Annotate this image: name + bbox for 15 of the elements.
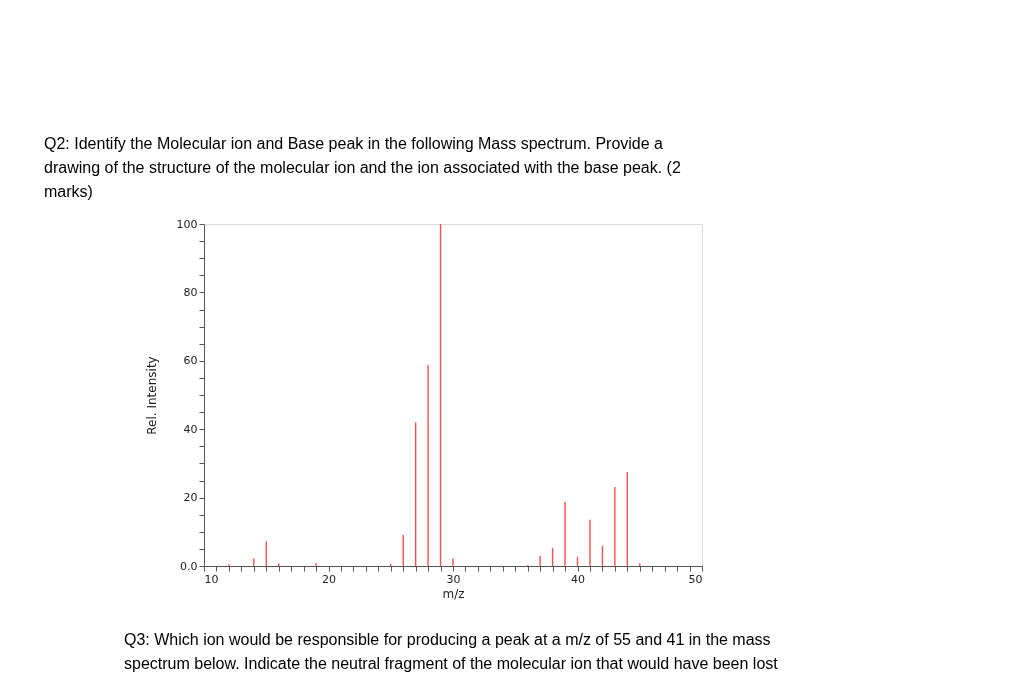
y-tick-label: 0.0	[180, 559, 198, 573]
text: Q3: Which ion would be responsible for producing a peak at a m/z of 55 and 41 in the mass spectrum below. Indicate the neutral fragment of the molecular ion that would have been lost	[124, 631, 779, 672]
y-tick-label: 20	[183, 491, 198, 505]
y-tick-label: 60	[183, 354, 198, 368]
x-tick-label: 10	[204, 572, 219, 586]
chart-title: Q2: Identify the Molecular ion and Base peak in the following Mass spectrum. Provide a drawing of the structure of the molecular ion and the ion associated with the base peak. (2 marks)	[44, 135, 681, 200]
x-tick-label: 30	[446, 572, 461, 586]
x-tick-label: 20	[322, 572, 336, 586]
x-tick-label: 50	[688, 572, 703, 586]
x-tick-label: 40	[571, 572, 585, 586]
y-axis-title: Rel. Intensity	[144, 356, 159, 435]
y-tick-label: 100	[176, 217, 198, 231]
y-tick-label: 40	[183, 422, 198, 436]
x-axis-title: m/z	[442, 586, 465, 601]
y-tick-label: 80	[183, 285, 198, 299]
